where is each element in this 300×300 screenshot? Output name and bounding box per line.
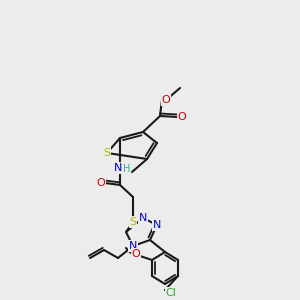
Text: S: S bbox=[103, 148, 111, 158]
Text: H: H bbox=[123, 164, 131, 174]
Text: N: N bbox=[114, 163, 122, 173]
Text: N: N bbox=[129, 241, 137, 251]
Text: O: O bbox=[162, 95, 170, 105]
Text: Cl: Cl bbox=[166, 288, 176, 298]
Text: O: O bbox=[97, 178, 105, 188]
Text: O: O bbox=[132, 249, 140, 259]
Text: N: N bbox=[139, 213, 147, 223]
Text: O: O bbox=[178, 112, 186, 122]
Text: S: S bbox=[129, 217, 137, 227]
Text: N: N bbox=[153, 220, 161, 230]
